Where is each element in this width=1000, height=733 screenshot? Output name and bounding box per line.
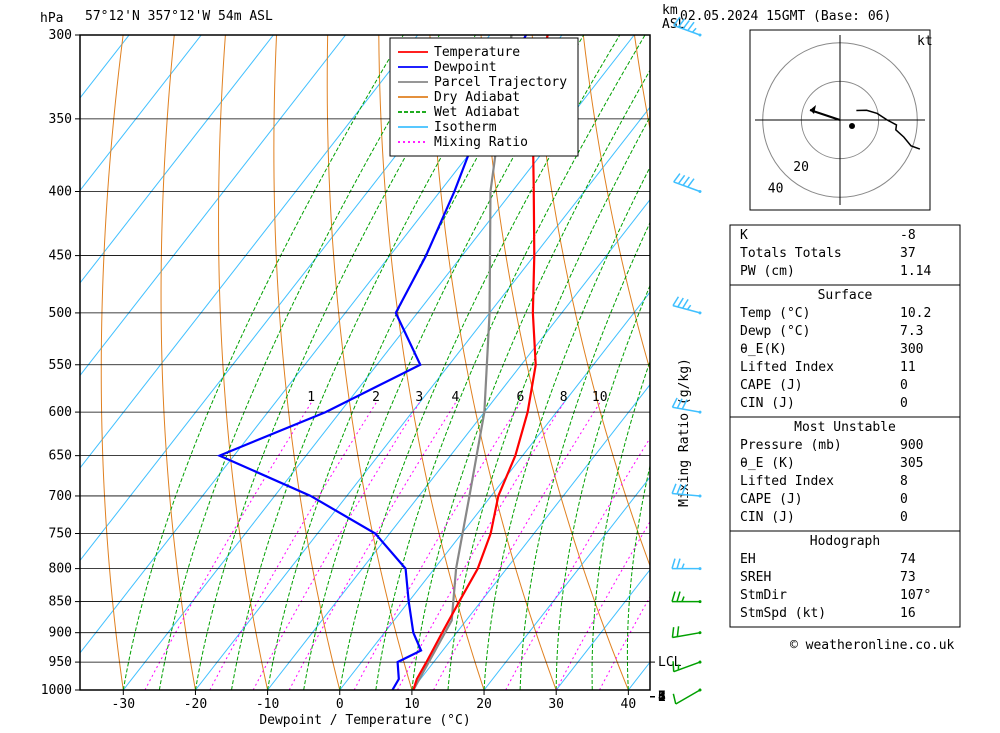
xtick: 20 — [476, 697, 492, 712]
ytick-km: 8 — [658, 690, 666, 705]
hodograph-unit: kt — [917, 34, 933, 49]
ytick-hpa: 550 — [49, 358, 72, 373]
ytick-hpa: 1000 — [41, 683, 72, 698]
legend-label: Dewpoint — [434, 60, 497, 75]
stat-label: CIN (J) — [740, 510, 795, 525]
legend-label: Mixing Ratio — [434, 135, 528, 150]
ytick-hpa: 400 — [49, 185, 72, 200]
svg-text:8: 8 — [560, 390, 568, 405]
stat-value: 305 — [900, 456, 923, 471]
stat-value: 900 — [900, 438, 923, 453]
xtick: -20 — [184, 697, 207, 712]
copyright: © weatheronline.co.uk — [790, 638, 955, 653]
ylabel-km: km — [662, 3, 678, 18]
stat-value: 16 — [900, 606, 916, 621]
wind-barb — [672, 592, 702, 604]
stat-value: 7.3 — [900, 324, 923, 339]
hodo-dot — [849, 123, 855, 129]
stat-label: EH — [740, 552, 756, 567]
datetime-title: 02.05.2024 15GMT (Base: 06) — [680, 9, 891, 24]
stat-value: 1.14 — [900, 264, 931, 279]
panel-title: Hodograph — [810, 534, 880, 549]
skewt-chart: 57°12'N 357°12'W 54m ASL 02.05.2024 15GMT… — [0, 0, 1000, 733]
wind-barb — [673, 173, 705, 194]
xtick: 40 — [621, 697, 637, 712]
ytick-hpa: 450 — [49, 249, 72, 264]
stat-label: Lifted Index — [740, 474, 834, 489]
stat-label: Lifted Index — [740, 360, 834, 375]
stat-value: 10.2 — [900, 306, 931, 321]
legend-label: Parcel Trajectory — [434, 75, 567, 90]
wind-barb — [671, 681, 702, 706]
stat-label: Pressure (mb) — [740, 438, 842, 453]
stat-label: Temp (°C) — [740, 306, 810, 321]
xlabel: Dewpoint / Temperature (°C) — [259, 713, 470, 728]
panel-title: Surface — [818, 288, 873, 303]
stat-value: 300 — [900, 342, 923, 357]
wind-barb — [672, 559, 702, 571]
stat-value: 11 — [900, 360, 916, 375]
stat-label: SREH — [740, 570, 771, 585]
ytick-hpa: 600 — [49, 405, 72, 420]
ytick-hpa: 800 — [49, 562, 72, 577]
wind-barb — [671, 623, 702, 639]
stat-label: Totals Totals — [740, 246, 842, 261]
stat-label: StmSpd (kt) — [740, 606, 826, 621]
hodo-ring-label: 40 — [768, 181, 784, 196]
stat-value: 74 — [900, 552, 916, 567]
stat-value: 107° — [900, 588, 931, 603]
svg-text:4: 4 — [452, 390, 460, 405]
xtick: 10 — [404, 697, 420, 712]
svg-text:3: 3 — [415, 390, 423, 405]
xtick: 0 — [336, 697, 344, 712]
stat-value: 73 — [900, 570, 916, 585]
chart-container: 57°12'N 357°12'W 54m ASL 02.05.2024 15GMT… — [0, 0, 1000, 733]
stat-label: θ_E (K) — [740, 456, 795, 471]
stat-value: 0 — [900, 378, 908, 393]
ytick-hpa: 500 — [49, 306, 72, 321]
ytick-hpa: 750 — [49, 526, 72, 541]
legend-label: Temperature — [434, 45, 520, 60]
ylabel-mixratio: Mixing Ratio (g/kg) — [677, 358, 692, 507]
stat-label: K — [740, 228, 748, 243]
stat-value: 37 — [900, 246, 916, 261]
ytick-hpa: 950 — [49, 655, 72, 670]
svg-text:10: 10 — [592, 390, 608, 405]
stat-value: -8 — [900, 228, 916, 243]
stat-value: 0 — [900, 510, 908, 525]
stat-label: CAPE (J) — [740, 378, 803, 393]
stat-label: θ_E(K) — [740, 342, 787, 357]
hodo-ring-label: 20 — [793, 160, 809, 175]
stat-value: 8 — [900, 474, 908, 489]
stat-value: 0 — [900, 396, 908, 411]
location-title: 57°12'N 357°12'W 54m ASL — [85, 9, 273, 24]
svg-text:1: 1 — [307, 390, 315, 405]
ytick-hpa: 850 — [49, 595, 72, 610]
wind-barb — [673, 296, 704, 315]
xtick: -10 — [256, 697, 279, 712]
ytick-hpa: 350 — [49, 112, 72, 127]
stat-label: CAPE (J) — [740, 492, 803, 507]
ylabel-hpa: hPa — [40, 11, 63, 26]
xtick: -30 — [112, 697, 135, 712]
stat-label: Dewp (°C) — [740, 324, 810, 339]
legend-label: Dry Adiabat — [434, 90, 520, 105]
stat-label: PW (cm) — [740, 264, 795, 279]
ytick-hpa: 300 — [49, 28, 72, 43]
legend-label: Isotherm — [434, 120, 497, 135]
panel-title: Most Unstable — [794, 420, 896, 435]
ytick-hpa: 700 — [49, 489, 72, 504]
stat-value: 0 — [900, 492, 908, 507]
ytick-hpa: 650 — [49, 449, 72, 464]
svg-text:2: 2 — [372, 390, 380, 405]
svg-text:6: 6 — [516, 390, 524, 405]
ytick-hpa: 900 — [49, 626, 72, 641]
xtick: 30 — [548, 697, 564, 712]
stat-label: CIN (J) — [740, 396, 795, 411]
stat-label: StmDir — [740, 588, 787, 603]
legend-label: Wet Adiabat — [434, 105, 520, 120]
